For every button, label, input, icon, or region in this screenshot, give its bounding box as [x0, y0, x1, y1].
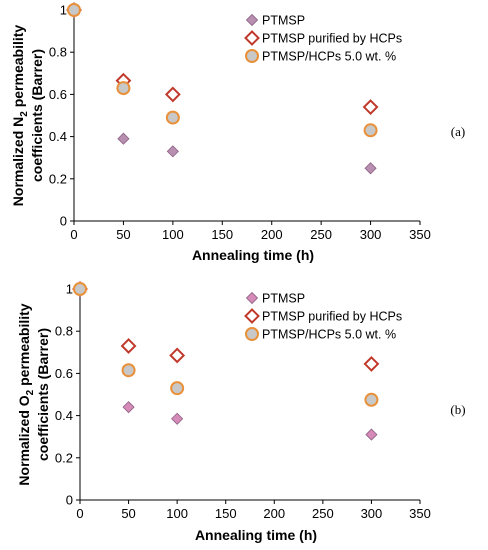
legend-label: PTMSP purified by HCPs: [262, 310, 402, 324]
panel-label: (b): [450, 402, 465, 417]
y-axis-title-line2: coefficients (Barrer): [29, 49, 45, 182]
x-axis-title: Annealing time (h): [195, 527, 317, 543]
y-tick-label: 0.4: [49, 129, 67, 144]
y-tick-label: 0.6: [49, 87, 67, 102]
x-tick-label: 150: [211, 227, 233, 242]
legend-label: PTMSP purified by HCPs: [262, 32, 402, 46]
series-diamond-filled: [73, 282, 378, 441]
y-axis-title-line1: Normalized N2 permeability: [10, 25, 30, 207]
data-point: [117, 132, 130, 145]
x-tick-label: 0: [70, 227, 77, 242]
data-point: [169, 347, 186, 364]
legend-label: PTMSP/HCPs 5.0 wt. %: [262, 328, 396, 342]
legend-marker: [245, 291, 259, 305]
legend-marker: [245, 49, 259, 63]
legend-marker: [244, 30, 260, 46]
legend-marker: [245, 13, 259, 27]
data-point: [364, 162, 377, 175]
y-tick-label: 0.8: [55, 324, 73, 339]
chart-panel-b: 0 50 100 150 200 250 300 350 0 0.2 0.4 0.6 0.8 1 PTMSP…: [16, 281, 466, 543]
legend-marker: [245, 327, 259, 341]
data-point: [73, 282, 87, 296]
legend: PTMSP PTMSP purified by HCPs PTMSP/HCPs 5.…: [244, 13, 402, 64]
series-circle: [73, 282, 379, 407]
y-tick-label: 0: [66, 493, 73, 508]
panel-label: (a): [451, 124, 465, 139]
series-diamond-open: [72, 281, 380, 372]
x-tick-label: 300: [361, 506, 383, 521]
data-point: [120, 338, 137, 354]
data-point: [363, 123, 378, 138]
x-tick-label: 100: [162, 227, 184, 242]
data-point: [165, 110, 180, 125]
x-tick-label: 250: [312, 506, 334, 521]
data-point: [362, 99, 379, 115]
x-tick-label: 350: [409, 506, 431, 521]
data-point: [363, 355, 380, 372]
x-axis-title: Annealing time (h): [192, 247, 314, 263]
data-point: [122, 401, 135, 414]
y-tick-label: 0.6: [55, 366, 73, 381]
data-point: [364, 392, 379, 407]
y-tick-label: 0.2: [55, 450, 73, 465]
x-tick-label: 150: [215, 506, 237, 521]
chart-panel-a: 0 50 100 150 200 250 300 350 0 0.2 0.4 0.6 0.8 1 PTMSP…: [10, 2, 465, 263]
x-tick-label: 0: [76, 506, 83, 521]
data-point: [166, 145, 179, 158]
legend-label: PTMSP/HCPs 5.0 wt. %: [262, 50, 396, 64]
series-circle: [67, 3, 378, 138]
x-tick-label: 350: [409, 227, 431, 242]
data-point: [67, 3, 81, 17]
series-diamond-filled: [67, 3, 377, 175]
data-point: [170, 381, 185, 396]
x-tick-label: 300: [360, 227, 382, 242]
x-tick-label: 100: [166, 506, 188, 521]
y-tick-label: 0.8: [49, 45, 67, 60]
y-axis-title-line2: coefficients (Barrer): [35, 328, 51, 461]
y-tick-label: 0.2: [49, 171, 67, 186]
x-tick-label: 200: [263, 506, 285, 521]
data-point: [116, 81, 131, 96]
data-point: [365, 428, 378, 441]
y-tick-label: 0.4: [55, 408, 73, 423]
data-point: [164, 86, 181, 103]
data-point: [121, 363, 136, 378]
legend-marker: [244, 308, 260, 324]
legend: PTMSP PTMSP purified by HCPs PTMSP/HCPs 5.…: [244, 291, 402, 342]
legend-label: PTMSP: [262, 14, 305, 28]
x-tick-label: 200: [261, 227, 283, 242]
x-tick-label: 50: [116, 227, 130, 242]
y-tick-label: 0: [60, 214, 67, 229]
y-tick-label: 1: [60, 3, 67, 18]
x-tick-label: 50: [121, 506, 135, 521]
y-axis-title-line1: Normalized O2 permeability: [16, 303, 36, 485]
x-tick-label: 250: [310, 227, 332, 242]
data-point: [171, 412, 184, 425]
legend-label: PTMSP: [262, 292, 305, 306]
y-tick-label: 1: [66, 282, 73, 297]
